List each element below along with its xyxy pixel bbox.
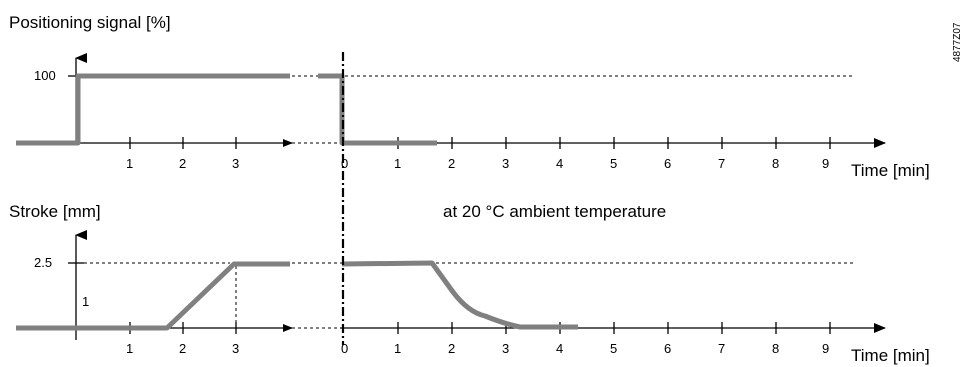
bottom-right-tick-5: 5 bbox=[610, 341, 617, 356]
top-right-tick-8: 8 bbox=[772, 156, 779, 171]
bottom-chart-title: Stroke [mm] bbox=[9, 202, 101, 221]
top-left-tick-3: 3 bbox=[232, 156, 239, 171]
top-left-tick-2: 2 bbox=[179, 156, 186, 171]
top-right-tick-0: 0 bbox=[341, 156, 348, 171]
top-right-tick-4: 4 bbox=[556, 156, 563, 171]
bottom-right-tick-7: 7 bbox=[718, 341, 725, 356]
bottom-left-tick-1: 1 bbox=[126, 341, 133, 356]
top-chart-title: Positioning signal [%] bbox=[9, 13, 171, 32]
bottom-right-tick-4: 4 bbox=[556, 341, 563, 356]
top-signal-trace-right bbox=[318, 73, 437, 146]
bottom-left-tick-2: 2 bbox=[179, 341, 186, 356]
bottom-chart-note: at 20 °C ambient temperature bbox=[443, 202, 666, 221]
top-left-tick-1: 1 bbox=[126, 156, 133, 171]
top-right-tick-3: 3 bbox=[502, 156, 509, 171]
bottom-right-tick-1: 1 bbox=[394, 341, 401, 356]
document-id: 4877Z07 bbox=[952, 22, 963, 62]
top-left-ticks bbox=[129, 137, 237, 149]
bottom-right-tick-3: 3 bbox=[502, 341, 509, 356]
top-right-tick-1: 1 bbox=[394, 156, 401, 171]
bottom-right-tick-0: 0 bbox=[341, 341, 348, 356]
top-right-tick-5: 5 bbox=[610, 156, 617, 171]
top-right-tick-6: 6 bbox=[664, 156, 671, 171]
bottom-right-ticks bbox=[397, 322, 831, 334]
bottom-x-axis-label: Time [min] bbox=[851, 346, 930, 365]
bottom-left-tick-3: 3 bbox=[232, 341, 239, 356]
bottom-right-tick-8: 8 bbox=[772, 341, 779, 356]
top-y-100-label: 100 bbox=[34, 68, 56, 83]
top-right-tick-7: 7 bbox=[718, 156, 725, 171]
top-signal-trace-left bbox=[16, 73, 290, 146]
bottom-y-25-label: 2.5 bbox=[34, 255, 52, 270]
top-right-tick-2: 2 bbox=[448, 156, 455, 171]
top-right-tick-9: 9 bbox=[822, 156, 829, 171]
top-x-axis-label: Time [min] bbox=[851, 161, 930, 180]
top-right-ticks bbox=[397, 137, 831, 149]
bottom-right-tick-9: 9 bbox=[822, 341, 829, 356]
bottom-right-tick-6: 6 bbox=[664, 341, 671, 356]
bottom-stroke-trace-left bbox=[16, 261, 290, 331]
bottom-right-tick-2: 2 bbox=[448, 341, 455, 356]
bottom-y-1-label: 1 bbox=[82, 294, 89, 309]
bottom-stroke-trace-right bbox=[341, 260, 578, 330]
